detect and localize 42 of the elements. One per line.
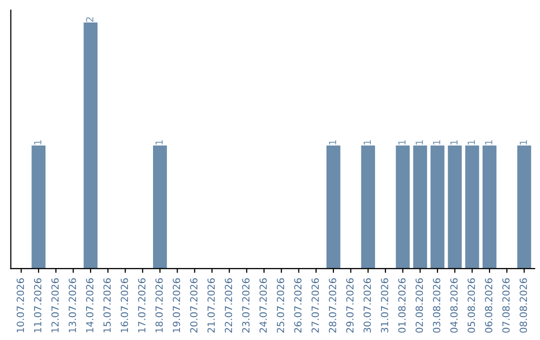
data-label: 2	[86, 17, 94, 22]
data-label: 1	[398, 140, 406, 144]
x-tick-label: 07.08.2026	[502, 278, 510, 333]
x-tick-label: 25.07.2026	[276, 278, 284, 333]
data-label: 1	[468, 140, 475, 144]
x-tick-label: 29.07.2026	[346, 278, 354, 333]
data-label: 1	[329, 140, 336, 144]
x-tick-label: 03.08.2026	[432, 278, 440, 333]
x-tick-label: 26.07.2026	[294, 278, 302, 333]
x-tick-label: 28.07.2026	[328, 278, 336, 333]
x-tick-label: 17.07.2026	[138, 278, 146, 332]
x-tick-label: 21.07.2026	[207, 278, 215, 333]
x-tick-label: 15.07.2026	[103, 278, 111, 332]
x-tick-label: 02.08.2026	[416, 278, 423, 333]
x-tick-label: 08.08.2026	[520, 278, 528, 333]
x-tick-label: 12.07.2026	[51, 278, 59, 332]
data-label: 1	[34, 140, 42, 144]
x-tick-label: 13.07.2026	[68, 278, 76, 332]
data-label: 1	[156, 140, 163, 144]
x-tick-label: 01.08.2026	[398, 278, 406, 333]
x-tick-label: 18.07.2026	[155, 278, 163, 332]
x-tick-label: 30.07.2026	[364, 278, 371, 333]
x-tick-label: 23.07.2026	[242, 278, 250, 333]
x-tick-label: 24.07.2026	[259, 278, 267, 333]
x-tick-label: 06.08.2026	[484, 278, 492, 333]
x-tick-label: 27.07.2026	[312, 278, 319, 333]
x-tick-label: 16.07.2026	[120, 278, 128, 332]
data-label: 1	[364, 140, 371, 144]
x-tick-label: 20.07.2026	[190, 278, 198, 333]
data-label: 1	[520, 140, 527, 144]
data-label: 1	[485, 140, 492, 144]
data-label: 1	[450, 140, 458, 144]
data-label: 1	[433, 140, 440, 144]
data-label: 1	[416, 140, 423, 144]
x-tick-label: 04.08.2026	[450, 278, 458, 333]
x-tick-label: 05.08.2026	[468, 278, 475, 333]
x-tick-label: 22.07.2026	[224, 278, 232, 333]
x-tick-label: 31.07.2026	[380, 278, 388, 333]
x-tick-label: 19.07.2026	[172, 278, 180, 332]
x-tick-label: 10.07.2026	[16, 278, 24, 332]
x-tick-label: 11.07.2026	[34, 278, 42, 332]
x-tick-label: 14.07.2026	[86, 278, 94, 332]
